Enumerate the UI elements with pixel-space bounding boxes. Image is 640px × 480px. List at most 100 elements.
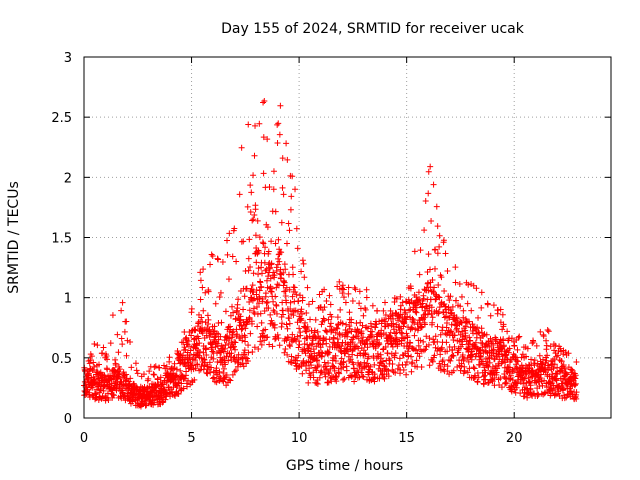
data-point [259, 333, 266, 340]
data-point [541, 390, 548, 397]
data-point [465, 281, 472, 288]
data-point [443, 320, 450, 327]
data-point [467, 352, 474, 359]
data-point [468, 356, 475, 363]
data-point [280, 191, 287, 198]
data-point [562, 370, 569, 377]
data-point [257, 279, 264, 286]
data-point [310, 369, 317, 376]
data-point [505, 349, 512, 356]
data-point [336, 278, 343, 285]
data-point [264, 298, 271, 305]
y-tick-label: 1.5 [51, 232, 72, 247]
data-point [120, 381, 127, 388]
data-point [244, 203, 251, 210]
data-point [203, 352, 210, 359]
data-point [112, 356, 119, 363]
data-point [390, 326, 397, 333]
data-point [204, 312, 211, 319]
data-point [285, 334, 292, 341]
data-point [399, 299, 406, 306]
data-point [336, 330, 343, 337]
data-point [304, 284, 311, 291]
data-point [536, 352, 543, 359]
data-point [127, 375, 134, 382]
data-point [344, 329, 351, 336]
data-point [465, 341, 472, 348]
data-point [543, 337, 550, 344]
data-point [358, 369, 365, 376]
data-point [417, 247, 424, 254]
y-axis-label: SRMTID / TECUs [6, 181, 22, 294]
data-point [422, 321, 429, 328]
data-point [103, 353, 110, 360]
data-point [273, 267, 280, 274]
data-point [482, 369, 489, 376]
data-point [243, 285, 250, 292]
data-point [476, 361, 483, 368]
data-point [256, 287, 263, 294]
data-point [363, 286, 370, 293]
data-point [436, 232, 443, 239]
data-point [560, 362, 567, 369]
data-point [235, 296, 242, 303]
data-point [392, 350, 399, 357]
data-point [192, 327, 199, 334]
data-point [334, 314, 341, 321]
data-point [290, 312, 297, 319]
data-point [123, 352, 130, 359]
data-point [278, 320, 285, 327]
data-point [363, 294, 370, 301]
data-point [261, 308, 268, 315]
data-point [187, 347, 194, 354]
data-point [511, 384, 518, 391]
data-point [199, 318, 206, 325]
data-point [123, 318, 130, 325]
data-point [565, 350, 572, 357]
data-point [273, 302, 280, 309]
data-point [411, 248, 418, 255]
data-point [422, 346, 429, 353]
data-point [332, 329, 339, 336]
data-point [466, 334, 473, 341]
data-point [439, 357, 446, 364]
data-point [418, 363, 425, 370]
data-point [350, 365, 357, 372]
data-point [323, 298, 330, 305]
data-point [321, 286, 328, 293]
data-point [403, 316, 410, 323]
data-point [483, 348, 490, 355]
data-point [535, 378, 542, 385]
data-point [444, 363, 451, 370]
data-point [437, 351, 444, 358]
data-point [334, 325, 341, 332]
data-point [470, 364, 477, 371]
data-point [337, 360, 344, 367]
data-point [238, 144, 245, 151]
data-point [434, 338, 441, 345]
data-point [159, 381, 166, 388]
data-point [345, 284, 352, 291]
data-point [254, 311, 261, 318]
data-point [202, 289, 209, 296]
data-point [217, 333, 224, 340]
data-point [344, 333, 351, 340]
data-point [408, 360, 415, 367]
data-point [252, 122, 259, 129]
data-point [282, 345, 289, 352]
data-point [222, 361, 229, 368]
data-point [328, 313, 335, 320]
data-point [307, 316, 314, 323]
data-point [249, 349, 256, 356]
data-point [394, 341, 401, 348]
data-point [275, 255, 282, 262]
data-point [260, 99, 267, 106]
data-point [500, 336, 507, 343]
data-point [247, 330, 254, 337]
data-point [313, 380, 320, 387]
data-point [431, 284, 438, 291]
data-point [469, 351, 476, 358]
data-point [460, 314, 467, 321]
data-point [425, 341, 432, 348]
data-point [259, 296, 266, 303]
